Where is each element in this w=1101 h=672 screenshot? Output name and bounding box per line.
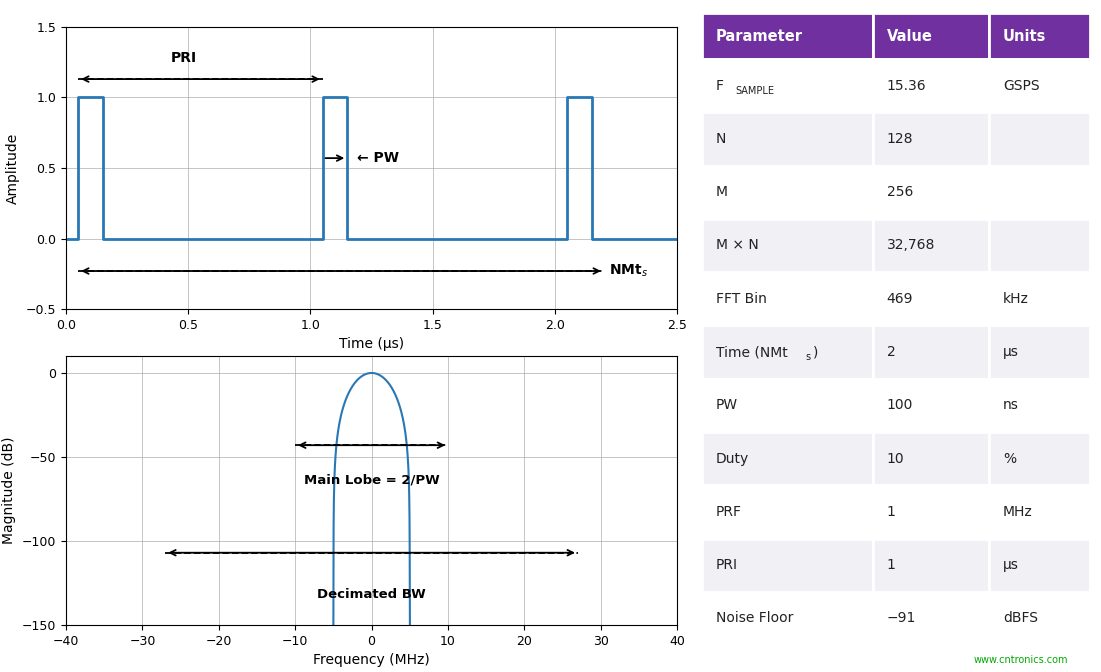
Text: 10: 10 bbox=[886, 452, 904, 466]
Text: 2: 2 bbox=[886, 345, 895, 359]
Text: −91: −91 bbox=[886, 612, 916, 626]
FancyBboxPatch shape bbox=[702, 165, 873, 219]
FancyBboxPatch shape bbox=[989, 325, 1090, 378]
FancyBboxPatch shape bbox=[873, 13, 989, 59]
Text: 1: 1 bbox=[886, 505, 895, 519]
Text: Decimated BW: Decimated BW bbox=[317, 588, 426, 601]
Text: 469: 469 bbox=[886, 292, 913, 306]
FancyBboxPatch shape bbox=[702, 59, 873, 112]
Text: ns: ns bbox=[1003, 398, 1018, 413]
Text: dBFS: dBFS bbox=[1003, 612, 1038, 626]
FancyBboxPatch shape bbox=[989, 538, 1090, 592]
FancyBboxPatch shape bbox=[702, 325, 873, 378]
FancyBboxPatch shape bbox=[873, 219, 989, 272]
Text: PW: PW bbox=[716, 398, 738, 413]
X-axis label: Time (μs): Time (μs) bbox=[339, 337, 404, 351]
FancyBboxPatch shape bbox=[989, 378, 1090, 432]
Text: %: % bbox=[1003, 452, 1016, 466]
Y-axis label: Magnitude (dB): Magnitude (dB) bbox=[2, 437, 17, 544]
FancyBboxPatch shape bbox=[702, 219, 873, 272]
Text: s: s bbox=[805, 352, 810, 362]
FancyBboxPatch shape bbox=[873, 112, 989, 165]
Text: www.cntronics.com: www.cntronics.com bbox=[973, 655, 1068, 665]
Y-axis label: Amplitude: Amplitude bbox=[7, 132, 20, 204]
Text: 15.36: 15.36 bbox=[886, 79, 926, 93]
Text: SAMPLE: SAMPLE bbox=[735, 85, 774, 95]
FancyBboxPatch shape bbox=[989, 165, 1090, 219]
Text: PRI: PRI bbox=[171, 51, 196, 65]
Text: NMt$_s$: NMt$_s$ bbox=[609, 263, 647, 280]
Text: Main Lobe = 2/PW: Main Lobe = 2/PW bbox=[304, 474, 439, 487]
Text: PRI: PRI bbox=[716, 558, 738, 572]
X-axis label: Frequency (MHz): Frequency (MHz) bbox=[313, 653, 430, 667]
FancyBboxPatch shape bbox=[702, 432, 873, 485]
FancyBboxPatch shape bbox=[989, 272, 1090, 325]
Text: 256: 256 bbox=[886, 185, 913, 199]
Text: GSPS: GSPS bbox=[1003, 79, 1039, 93]
Text: MHz: MHz bbox=[1003, 505, 1033, 519]
Text: Time (NMt: Time (NMt bbox=[716, 345, 787, 359]
FancyBboxPatch shape bbox=[989, 485, 1090, 538]
FancyBboxPatch shape bbox=[702, 272, 873, 325]
FancyBboxPatch shape bbox=[702, 485, 873, 538]
FancyBboxPatch shape bbox=[702, 592, 873, 645]
FancyBboxPatch shape bbox=[702, 378, 873, 432]
FancyBboxPatch shape bbox=[989, 59, 1090, 112]
FancyBboxPatch shape bbox=[702, 112, 873, 165]
Text: Value: Value bbox=[886, 29, 933, 44]
Text: kHz: kHz bbox=[1003, 292, 1028, 306]
FancyBboxPatch shape bbox=[873, 59, 989, 112]
FancyBboxPatch shape bbox=[873, 432, 989, 485]
Text: M × N: M × N bbox=[716, 239, 759, 253]
FancyBboxPatch shape bbox=[873, 538, 989, 592]
Text: PRF: PRF bbox=[716, 505, 742, 519]
Text: F: F bbox=[716, 79, 724, 93]
FancyBboxPatch shape bbox=[989, 13, 1090, 59]
FancyBboxPatch shape bbox=[989, 219, 1090, 272]
Text: Noise Floor: Noise Floor bbox=[716, 612, 794, 626]
FancyBboxPatch shape bbox=[873, 485, 989, 538]
Text: μs: μs bbox=[1003, 345, 1018, 359]
FancyBboxPatch shape bbox=[989, 592, 1090, 645]
FancyBboxPatch shape bbox=[873, 272, 989, 325]
Text: 1: 1 bbox=[886, 558, 895, 572]
Text: Parameter: Parameter bbox=[716, 29, 803, 44]
Text: 100: 100 bbox=[886, 398, 913, 413]
Text: 128: 128 bbox=[886, 132, 913, 146]
Text: ): ) bbox=[813, 345, 818, 359]
Text: M: M bbox=[716, 185, 728, 199]
Text: 32,768: 32,768 bbox=[886, 239, 935, 253]
Text: μs: μs bbox=[1003, 558, 1018, 572]
FancyBboxPatch shape bbox=[702, 538, 873, 592]
FancyBboxPatch shape bbox=[873, 165, 989, 219]
Text: ← PW: ← PW bbox=[357, 151, 399, 165]
FancyBboxPatch shape bbox=[989, 112, 1090, 165]
FancyBboxPatch shape bbox=[989, 432, 1090, 485]
Text: FFT Bin: FFT Bin bbox=[716, 292, 767, 306]
Text: Units: Units bbox=[1003, 29, 1046, 44]
FancyBboxPatch shape bbox=[702, 13, 873, 59]
FancyBboxPatch shape bbox=[873, 592, 989, 645]
Text: Duty: Duty bbox=[716, 452, 750, 466]
FancyBboxPatch shape bbox=[873, 378, 989, 432]
Text: N: N bbox=[716, 132, 727, 146]
FancyBboxPatch shape bbox=[873, 325, 989, 378]
